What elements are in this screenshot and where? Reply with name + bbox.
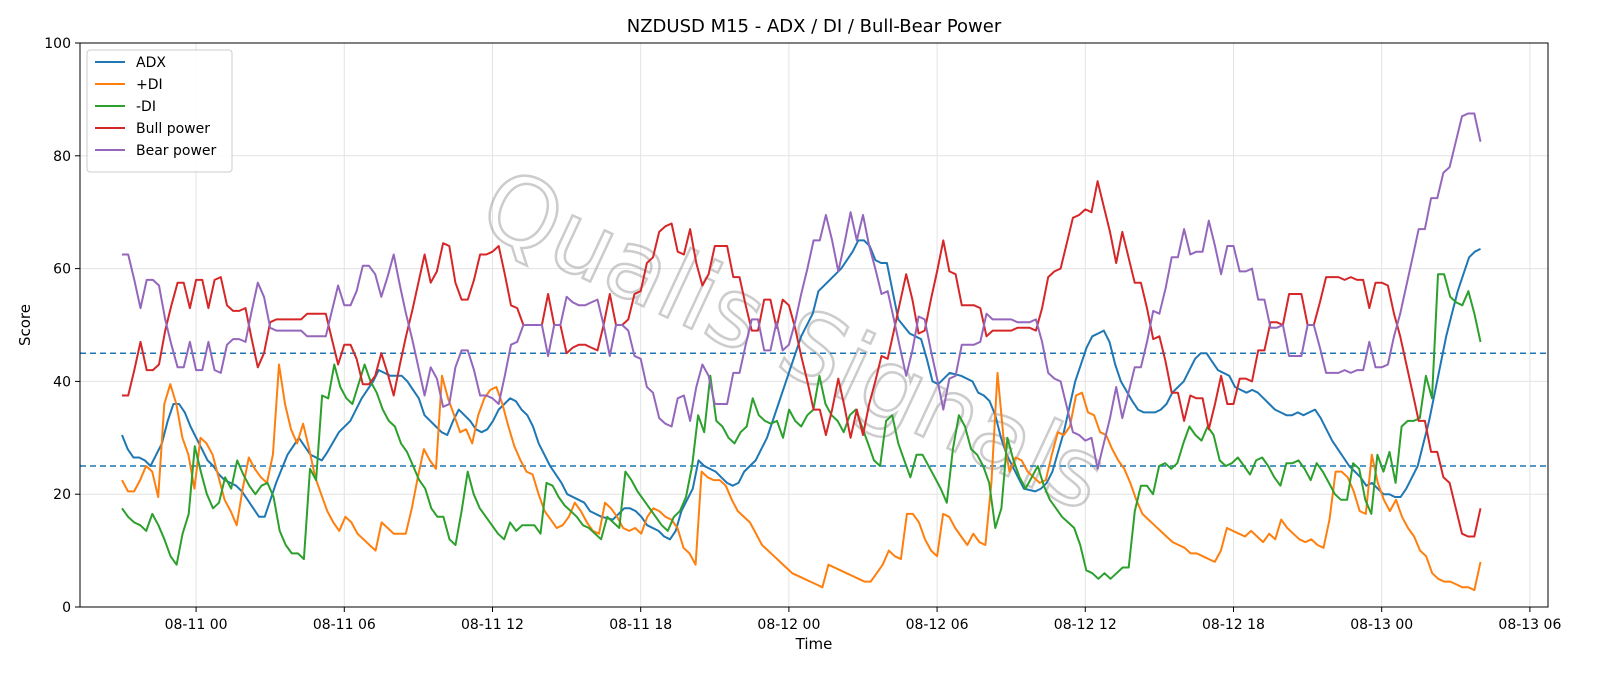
x-tick-label: 08-12 12 <box>1054 617 1117 633</box>
x-tick-label: 08-13 00 <box>1350 617 1413 633</box>
series-line-bear-power <box>122 112 1482 470</box>
y-tick-label: 40 <box>53 374 71 390</box>
y-axis-label: Score <box>16 304 34 346</box>
x-axis: 08-11 00 08-11 06 08-11 12 08-11 18 08-12 00… <box>165 607 1561 633</box>
x-tick-label: 08-12 06 <box>906 617 969 633</box>
legend-label: Bull power <box>136 121 210 137</box>
x-tick-label: 08-12 00 <box>757 617 820 633</box>
plot-area <box>79 42 1549 608</box>
y-tick-label: 100 <box>44 36 71 52</box>
series-line-bull-power <box>122 180 1482 538</box>
legend-label: +DI <box>136 77 163 93</box>
x-tick-label: 08-11 12 <box>461 617 524 633</box>
y-axis: 0 20 40 60 80 100 <box>44 36 80 616</box>
series-line-adx <box>121 239 1481 541</box>
legend-box <box>86 49 233 173</box>
chart-title: NZDUSD M15 - ADX / DI / Bull-Bear Power <box>627 16 1002 37</box>
x-tick-label: 08-12 18 <box>1202 617 1265 633</box>
legend-label: Bear power <box>136 143 217 159</box>
series-lines <box>121 112 1482 592</box>
x-tick-label: 08-13 06 <box>1498 617 1561 633</box>
x-tick-label: 08-11 18 <box>609 617 672 633</box>
y-tick-label: 80 <box>53 149 71 165</box>
legend: ADX +DI -DI Bull power Bear power <box>86 49 233 173</box>
y-tick-label: 20 <box>53 487 71 503</box>
series-line--di <box>121 363 1482 592</box>
y-tick-label: 0 <box>62 600 71 616</box>
x-tick-label: 08-11 06 <box>313 617 376 633</box>
x-tick-label: 08-11 00 <box>165 617 228 633</box>
legend-label: ADX <box>136 55 166 71</box>
legend-label: -DI <box>136 99 156 115</box>
series-line--di <box>121 273 1482 580</box>
x-axis-label: Time <box>795 635 833 653</box>
y-tick-label: 60 <box>53 262 71 278</box>
